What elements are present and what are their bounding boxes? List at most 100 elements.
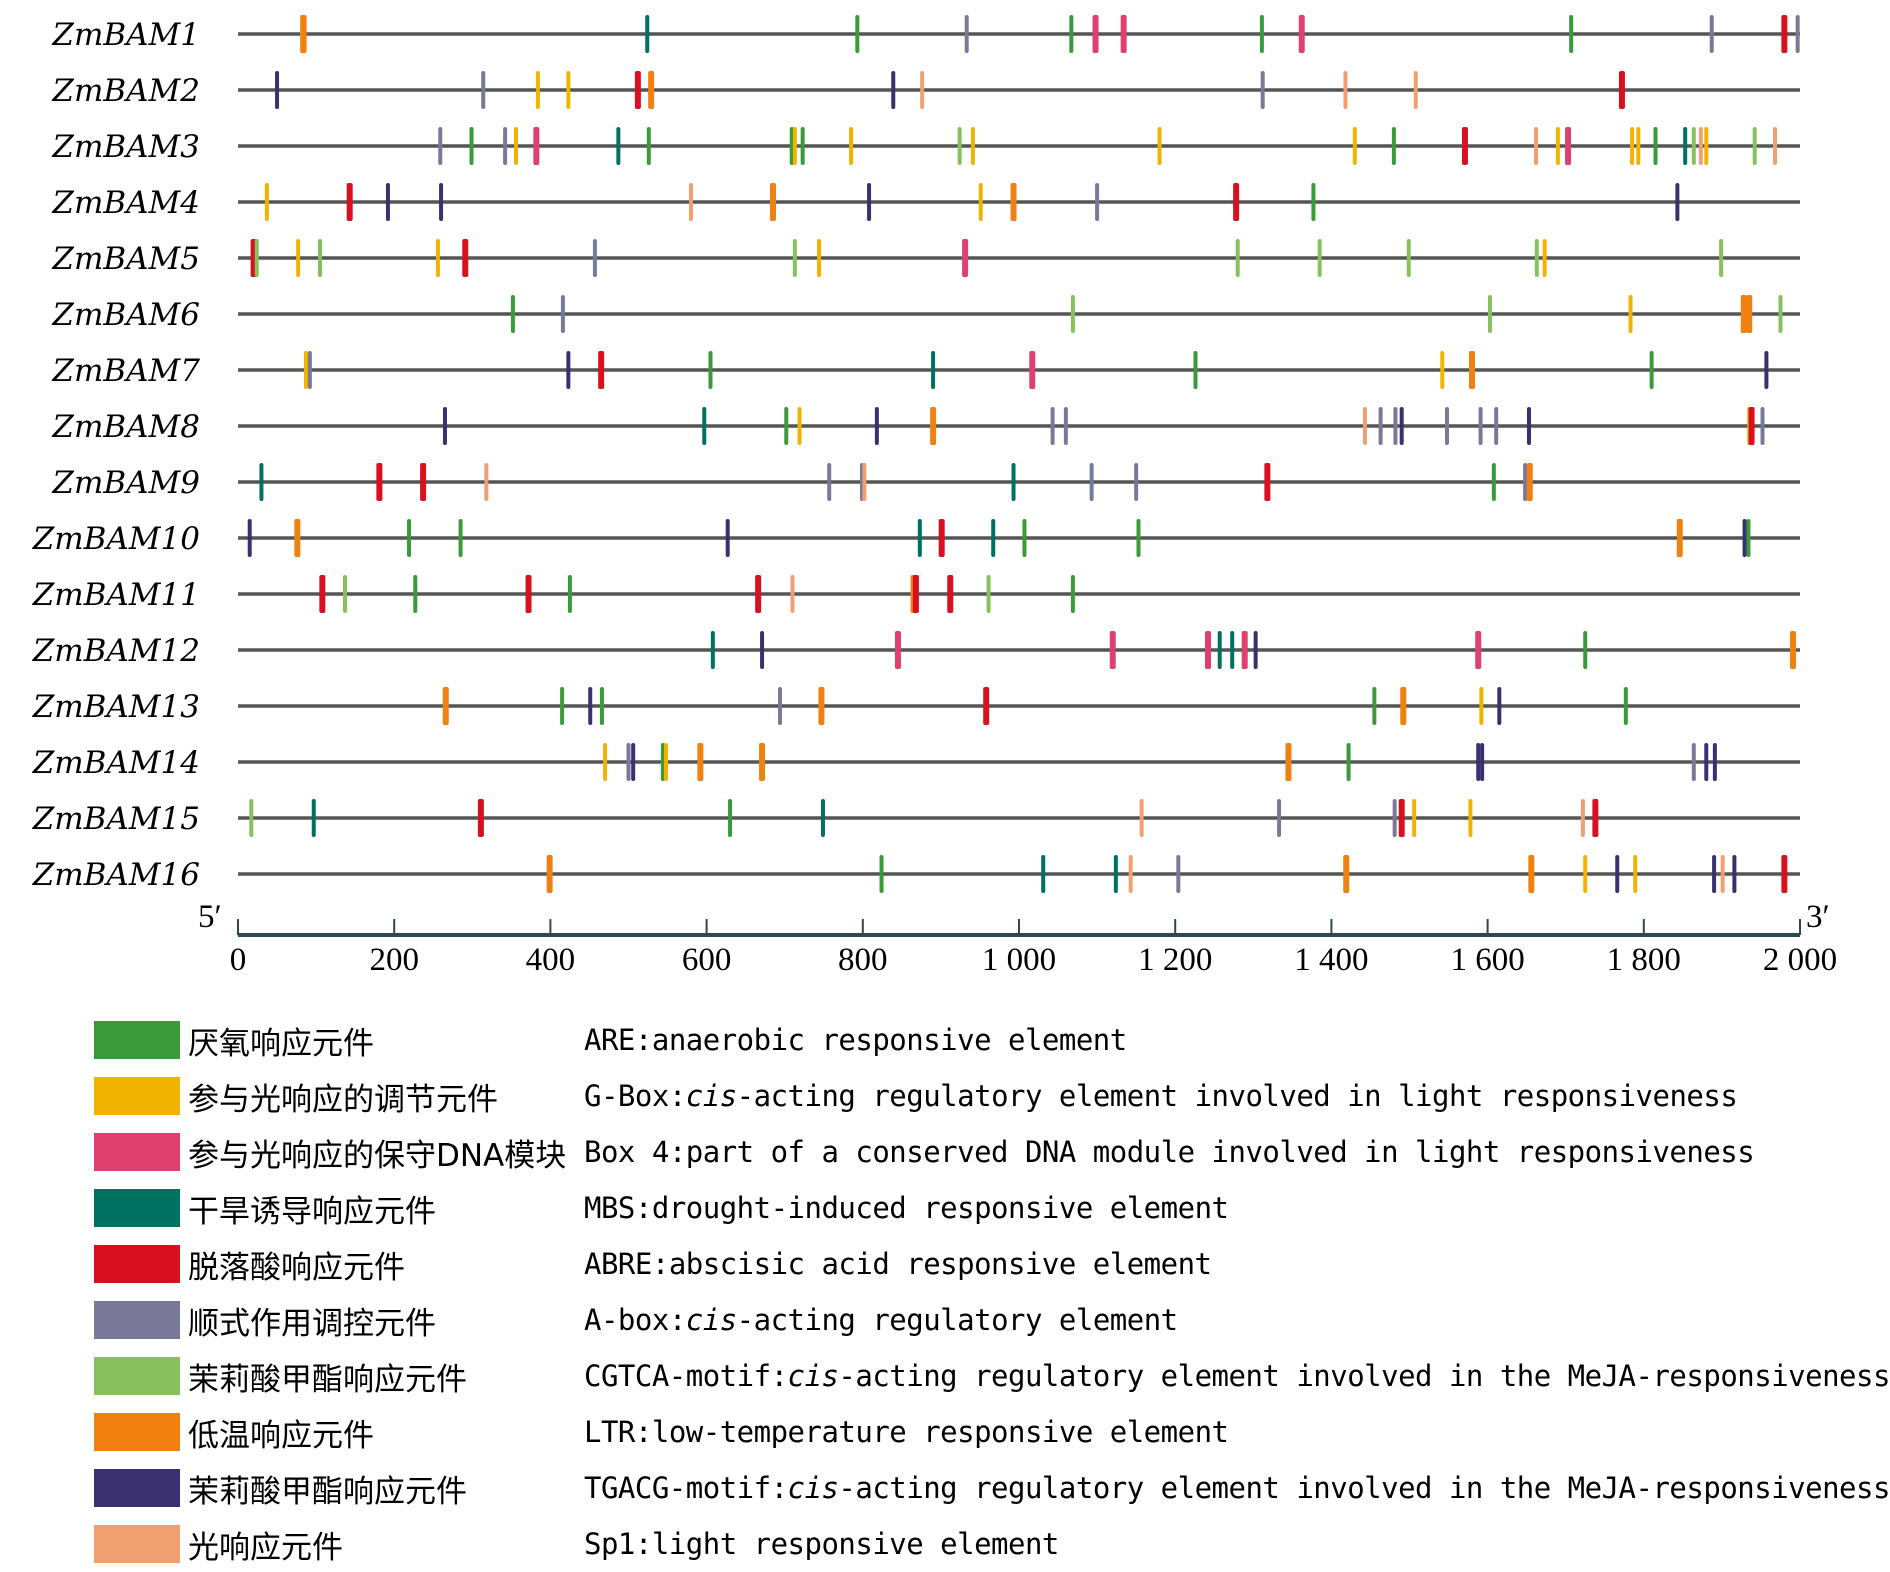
element-mark-ltr [1468, 351, 1475, 389]
legend-desc-italic: cis [787, 1359, 839, 1393]
gene-row: ZmBAM14 [32, 743, 1800, 781]
five-prime-label: 5′ [198, 899, 222, 935]
element-mark-abox [1063, 407, 1068, 445]
gene-label: ZmBAM4 [51, 185, 200, 221]
element-mark-abox [592, 239, 597, 277]
element-mark-are [1259, 15, 1264, 53]
element-mark-cgtca [1691, 127, 1696, 165]
element-mark-abox [964, 15, 969, 53]
element-mark-cgtca [1719, 239, 1724, 277]
element-mark-tgacg [1399, 407, 1404, 445]
element-mark-abre [525, 575, 532, 613]
gene-label: ZmBAM9 [51, 465, 200, 501]
element-mark-gbox [603, 743, 608, 781]
x-tick-label: 800 [838, 942, 888, 978]
gene-row: ZmBAM1 [51, 15, 1800, 53]
legend-chinese-label: 厌氧响应元件 [188, 1025, 374, 1062]
element-mark-ltr [697, 743, 704, 781]
element-mark-gbox [1555, 127, 1560, 165]
element-mark-abre [477, 799, 484, 837]
legend-english-description: ABRE:abscisic acid responsive element [584, 1247, 1212, 1281]
element-mark-are [1069, 15, 1074, 53]
element-mark-ltr [1526, 463, 1533, 501]
element-mark-abre [1592, 799, 1599, 837]
element-mark-ltr [1740, 295, 1747, 333]
element-mark-abox [438, 127, 443, 165]
element-mark-abre [1781, 15, 1788, 53]
legend-desc: -acting regulatory element [736, 1303, 1178, 1337]
element-mark-abox [1795, 15, 1800, 53]
element-mark-are [1391, 127, 1396, 165]
element-mark-cgtca [1317, 239, 1322, 277]
element-mark-tgacg [275, 71, 280, 109]
element-mark-gbox [817, 239, 822, 277]
element-mark-cgtca [957, 127, 962, 165]
gene-row: ZmBAM11 [32, 575, 1800, 613]
legend-english-description: LTR:low-temperature responsive element [584, 1415, 1229, 1449]
legend-chinese-label: 参与光响应的保守DNA模块 [188, 1137, 567, 1174]
legend-swatch [94, 1245, 180, 1283]
element-mark-mbs [311, 799, 316, 837]
gene-label: ZmBAM6 [51, 297, 200, 333]
gene-row: ZmBAM8 [51, 407, 1800, 445]
legend-swatch [94, 1189, 180, 1227]
element-mark-ltr [1400, 687, 1407, 725]
element-mark-mbs [1683, 127, 1688, 165]
element-mark-mbs [917, 519, 922, 557]
legend-desc: anaerobic responsive element [651, 1023, 1127, 1057]
element-mark-sp1 [1128, 855, 1133, 893]
element-mark-are [1583, 631, 1588, 669]
legend-english-description: A-box:cis-acting regulatory element [584, 1303, 1178, 1337]
x-tick-label: 600 [682, 942, 732, 978]
x-tick-label: 200 [369, 942, 419, 978]
legend-element-name: ABRE [584, 1247, 652, 1281]
element-mark-cgtca [1534, 239, 1539, 277]
element-mark-ltr [1789, 631, 1796, 669]
element-mark-tgacg [1704, 743, 1709, 781]
element-mark-are [407, 519, 412, 557]
element-mark-gbox [296, 239, 301, 277]
element-mark-tgacg [247, 519, 252, 557]
element-mark-gbox [978, 183, 983, 221]
element-mark-abox [1378, 407, 1383, 445]
x-tick-label: 1 800 [1607, 942, 1681, 978]
element-mark-are [1136, 519, 1141, 557]
element-mark-abre [462, 239, 469, 277]
element-mark-tgacg [439, 183, 444, 221]
element-mark-abox [1709, 15, 1714, 53]
element-mark-tgacg [760, 631, 765, 669]
legend-item: 光响应元件 Sp1:light responsive element [94, 1516, 1890, 1572]
element-mark-ltr [1746, 295, 1753, 333]
x-tick-label: 2 000 [1763, 942, 1837, 978]
gene-row: ZmBAM10 [32, 519, 1800, 557]
legend-desc-italic: cis [787, 1471, 839, 1505]
legend-chinese-label: 茉莉酸甲酯响应元件 [188, 1361, 467, 1398]
legend-swatch [94, 1469, 180, 1507]
legend-chinese-label: 茉莉酸甲酯响应元件 [188, 1473, 467, 1510]
legend-item: 干旱诱导响应元件 MBS:drought-induced responsive e… [94, 1180, 1890, 1236]
x-tick-label: 0 [230, 942, 247, 978]
element-mark-abox [1095, 183, 1100, 221]
legend-swatch [94, 1357, 180, 1395]
gene-row: ZmBAM12 [32, 631, 1800, 669]
legend-item: 低温响应元件 LTR:low-temperature responsive ele… [94, 1404, 1890, 1460]
element-mark-abre [634, 71, 641, 109]
legend-english-description: CGTCA-motif:cis-acting regulatory elemen… [584, 1359, 1890, 1393]
gene-row: ZmBAM2 [51, 71, 1800, 109]
element-mark-tgacg [1526, 407, 1531, 445]
legend-swatch [94, 1021, 180, 1059]
legend-desc-italic: cis [685, 1079, 737, 1113]
element-mark-ltr [930, 407, 937, 445]
element-mark-sp1 [790, 575, 795, 613]
element-mark-are [1311, 183, 1316, 221]
element-mark-abre [346, 183, 353, 221]
legend-element-name: LTR [584, 1415, 635, 1449]
element-mark-ltr [1285, 743, 1292, 781]
element-mark-abox [560, 295, 565, 333]
element-mark-cgtca [318, 239, 323, 277]
gene-label: ZmBAM8 [51, 409, 200, 445]
element-mark-sp1 [1773, 127, 1778, 165]
element-mark-gbox [1157, 127, 1162, 165]
legend-desc: -acting regulatory element involved in l… [736, 1079, 1738, 1113]
gene-label: ZmBAM13 [32, 689, 200, 725]
